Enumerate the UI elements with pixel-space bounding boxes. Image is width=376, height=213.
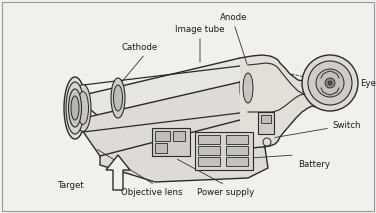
- Ellipse shape: [68, 89, 82, 127]
- Text: Cathode: Cathode: [122, 43, 158, 52]
- Text: Anode: Anode: [220, 13, 248, 22]
- Ellipse shape: [75, 85, 91, 131]
- Circle shape: [328, 81, 332, 85]
- Bar: [261, 115, 271, 123]
- Ellipse shape: [77, 92, 88, 125]
- FancyBboxPatch shape: [2, 2, 374, 211]
- Circle shape: [325, 78, 335, 88]
- Ellipse shape: [240, 65, 256, 111]
- Bar: [198, 157, 220, 166]
- Polygon shape: [75, 82, 265, 156]
- Bar: [155, 131, 170, 141]
- Bar: [198, 146, 220, 155]
- Text: Image tube: Image tube: [175, 25, 225, 34]
- Bar: [173, 131, 185, 141]
- Circle shape: [316, 69, 344, 97]
- Ellipse shape: [64, 77, 86, 139]
- Text: Objective lens: Objective lens: [121, 188, 183, 197]
- Polygon shape: [100, 120, 268, 182]
- Ellipse shape: [71, 96, 79, 120]
- Bar: [155, 143, 167, 153]
- Text: Eyepiece: Eyepiece: [360, 79, 376, 88]
- Bar: [198, 135, 220, 144]
- Text: Switch: Switch: [332, 121, 361, 130]
- Circle shape: [308, 61, 352, 105]
- Text: Battery: Battery: [298, 160, 330, 169]
- Bar: [258, 112, 274, 134]
- Polygon shape: [240, 55, 316, 148]
- Ellipse shape: [243, 73, 253, 103]
- Ellipse shape: [111, 78, 125, 118]
- Polygon shape: [75, 58, 268, 120]
- Circle shape: [302, 55, 358, 111]
- Ellipse shape: [114, 85, 123, 111]
- Bar: [195, 132, 253, 170]
- Text: Target: Target: [58, 180, 85, 190]
- Polygon shape: [106, 155, 130, 190]
- Text: Power supply: Power supply: [197, 188, 255, 197]
- Bar: [226, 146, 248, 155]
- Bar: [226, 135, 248, 144]
- Bar: [152, 128, 190, 156]
- Ellipse shape: [66, 82, 84, 134]
- Bar: [226, 157, 248, 166]
- Circle shape: [263, 138, 271, 146]
